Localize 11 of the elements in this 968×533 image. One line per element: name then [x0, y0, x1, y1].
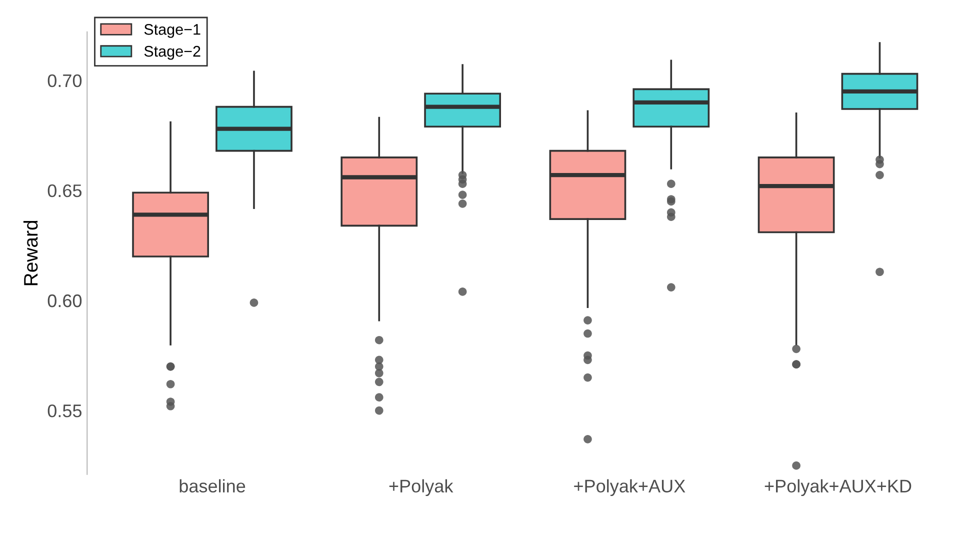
y-tick-label: 0.70	[48, 74, 82, 88]
legend-label: Stage−1	[144, 24, 200, 38]
y-tick-label: 0.60	[48, 294, 82, 308]
y-axis-title: Reward	[23, 220, 38, 286]
x-tick-label: +Polyak+AUX	[574, 479, 686, 496]
y-tick-label: 0.55	[48, 404, 82, 418]
legend-label: Stage−2	[144, 46, 200, 60]
x-tick-label: baseline	[180, 479, 246, 492]
y-tick-label: 0.65	[48, 184, 82, 198]
x-tick-label: +Polyak+AUX+KD	[764, 479, 912, 496]
x-tick-label: +Polyak	[389, 479, 454, 496]
